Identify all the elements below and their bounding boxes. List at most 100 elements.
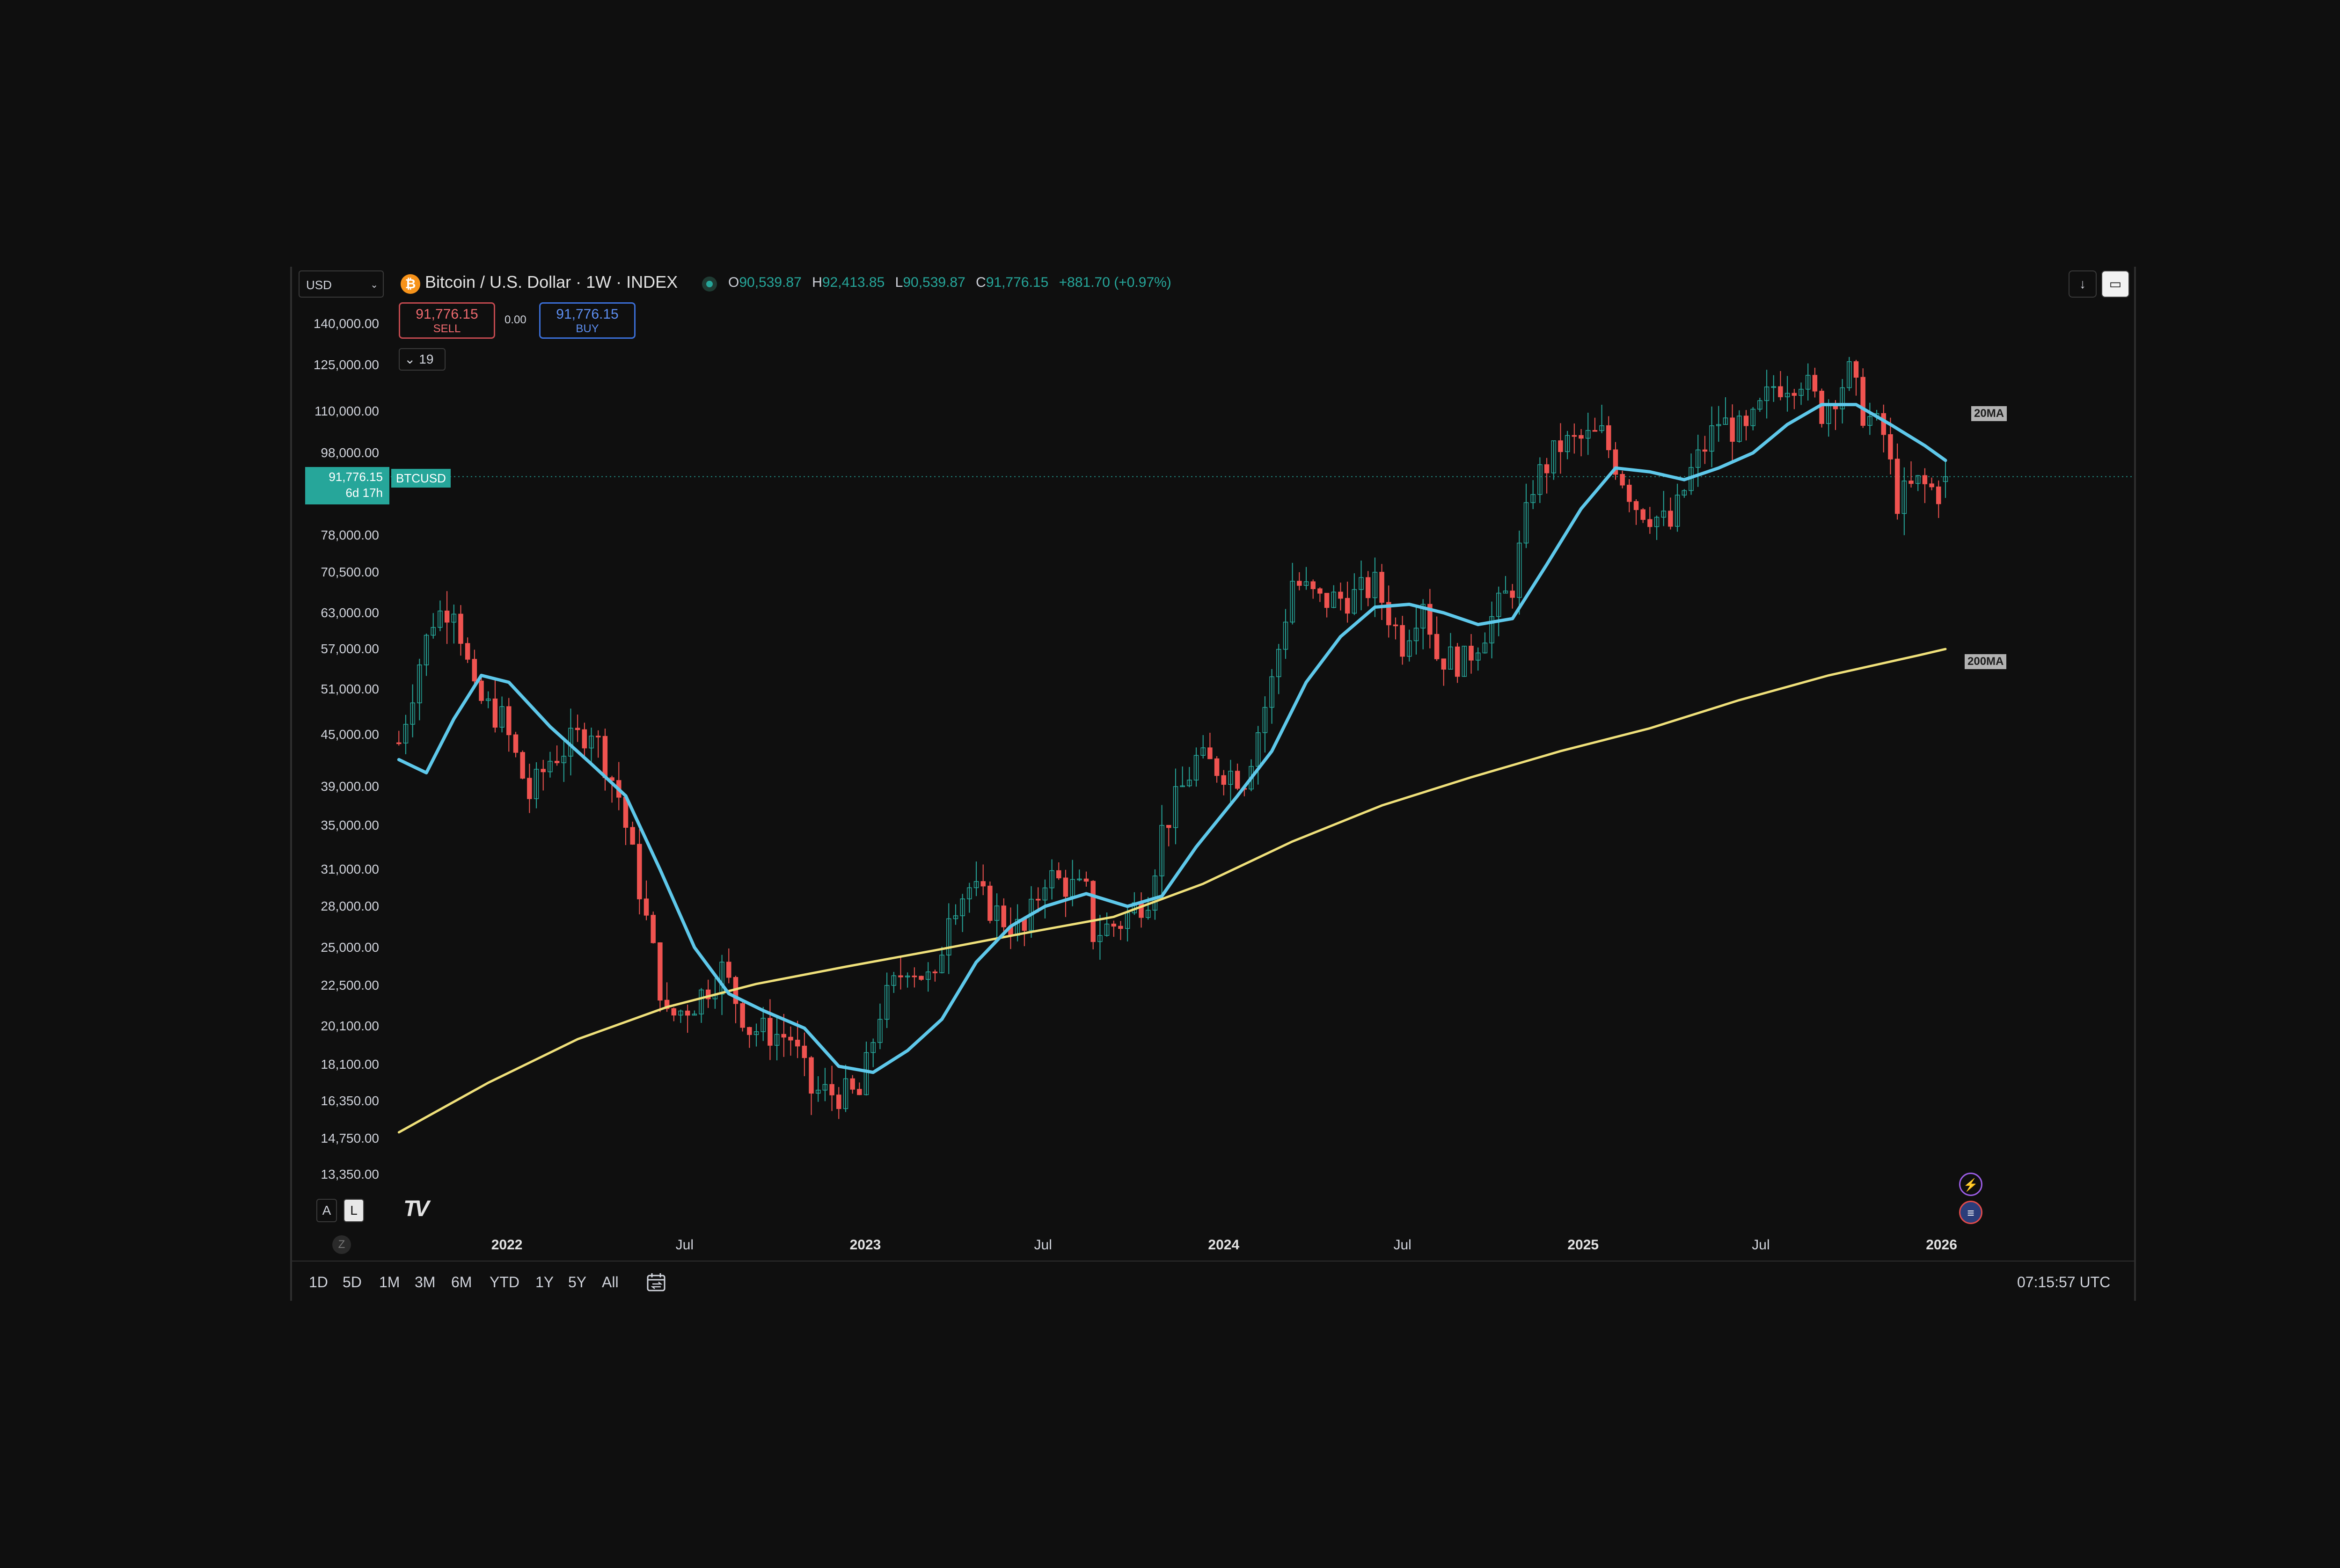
candle-down	[1929, 483, 1934, 488]
range-button-all[interactable]: All	[602, 1274, 619, 1291]
candle-down	[644, 898, 649, 916]
price-axis-tick: 63,000.00	[321, 605, 379, 620]
candle-up	[1407, 640, 1412, 657]
candle-up	[994, 905, 1000, 921]
download-button[interactable]: ↓	[2069, 270, 2097, 298]
currency-select[interactable]: USD ⌄	[299, 270, 384, 298]
market-status-icon[interactable]	[702, 277, 717, 292]
candle-down	[705, 989, 711, 999]
candle-down	[1743, 416, 1749, 426]
log-scale-button[interactable]: L	[344, 1199, 364, 1222]
candle-down	[1888, 434, 1893, 459]
candle-up	[1661, 511, 1667, 518]
spread-value: 0.00	[505, 314, 526, 326]
candle-up	[1943, 476, 1948, 482]
candle-up	[424, 634, 429, 665]
range-button-5d[interactable]: 5D	[343, 1274, 362, 1291]
candle-down	[1434, 634, 1440, 659]
price-axis-tick: 70,500.00	[321, 564, 379, 579]
price-axis-tick: 22,500.00	[321, 978, 379, 993]
symbol-title[interactable]: Bitcoin / U.S. Dollar · 1W · INDEX	[425, 272, 678, 292]
candle-down	[726, 962, 731, 978]
candle-down	[1613, 449, 1618, 475]
arrow-down-icon: ↓	[2079, 277, 2086, 291]
zoom-reset-button[interactable]: Z	[332, 1235, 351, 1254]
candle-down	[1592, 430, 1598, 432]
ma200-line-layer	[397, 648, 1947, 1134]
price-axis-tick: 18,100.00	[321, 1057, 379, 1072]
low-label: L	[895, 275, 903, 290]
candle-up	[1654, 517, 1660, 527]
candle-down	[836, 1094, 841, 1109]
candle-up	[1482, 642, 1488, 654]
high-label: H	[812, 275, 822, 290]
currency-value: USD	[306, 278, 332, 292]
calendar-range-icon[interactable]	[646, 1272, 667, 1292]
chart-frame-left	[290, 267, 292, 1301]
candle-down	[1035, 898, 1041, 901]
candle-up	[699, 989, 704, 1014]
candle-down	[768, 1018, 773, 1046]
lightning-icon[interactable]: ⚡	[1959, 1173, 1982, 1196]
candle-up	[960, 898, 965, 916]
range-button-1m[interactable]: 1M	[379, 1274, 400, 1291]
candle-down	[1056, 870, 1061, 878]
candle-up	[417, 664, 422, 703]
indicators-toggle-button[interactable]: ⌄ 19	[399, 348, 446, 371]
candle-down	[919, 976, 924, 980]
candle-up	[1537, 464, 1543, 495]
candle-down	[802, 1045, 807, 1058]
fullscreen-button[interactable]: ▭	[2101, 270, 2129, 298]
candle-down	[1111, 923, 1117, 927]
range-button-3m[interactable]: 3M	[415, 1274, 436, 1291]
us-flag-event-icon[interactable]: ≡	[1959, 1201, 1982, 1224]
indicators-count: 19	[419, 352, 434, 366]
auto-scale-button[interactable]: A	[316, 1199, 337, 1222]
candle-down	[1579, 435, 1584, 439]
range-button-ytd[interactable]: YTD	[490, 1274, 519, 1291]
ma20-line	[397, 403, 1947, 1074]
candle-up	[1152, 875, 1158, 911]
candle-up	[1675, 495, 1680, 527]
low-value: 90,539.87	[903, 275, 965, 290]
candle-up	[1475, 652, 1481, 661]
candle-up	[1805, 375, 1811, 390]
candle-up	[843, 1078, 848, 1109]
buy-button[interactable]: 91,776.15 BUY	[539, 302, 636, 339]
candle-down	[1633, 501, 1639, 510]
candle-up	[939, 955, 944, 973]
candle-up	[589, 736, 594, 749]
candle-down	[1400, 625, 1405, 657]
candle-up	[1840, 387, 1845, 409]
range-button-6m[interactable]: 6M	[451, 1274, 472, 1291]
candle-down	[857, 1089, 862, 1095]
candle-down	[1922, 475, 1928, 484]
candle-down	[1001, 905, 1007, 927]
price-axis-tick: 110,000.00	[314, 403, 379, 418]
range-button-1d[interactable]: 1D	[309, 1274, 328, 1291]
candle-down	[1812, 375, 1818, 392]
candle-up	[1523, 502, 1529, 544]
candle-down	[1510, 591, 1515, 598]
candle-down	[492, 698, 498, 728]
range-button-1y[interactable]: 1Y	[535, 1274, 554, 1291]
candle-down	[1647, 519, 1653, 527]
candle-down	[1668, 511, 1673, 527]
candle-down	[554, 761, 560, 763]
range-button-5y[interactable]: 5Y	[568, 1274, 587, 1291]
time-axis-tick: 2025	[1567, 1237, 1599, 1253]
candle-down	[1702, 449, 1708, 452]
ma200-label: 200MA	[1965, 654, 2007, 669]
candle-down	[1379, 572, 1384, 603]
ma20-line-layer	[397, 403, 1947, 1074]
candle-down	[1166, 825, 1171, 828]
time-axis-tick: Jul	[1393, 1237, 1411, 1253]
candle-up	[753, 1031, 759, 1035]
time-axis-tick: Jul	[675, 1237, 694, 1253]
high-value: 92,413.85	[822, 275, 885, 290]
sell-button[interactable]: 91,776.15 SELL	[399, 302, 495, 339]
candle-up	[561, 756, 567, 763]
fullscreen-icon: ▭	[2109, 277, 2122, 291]
price-axis-tick: 57,000.00	[321, 642, 379, 656]
